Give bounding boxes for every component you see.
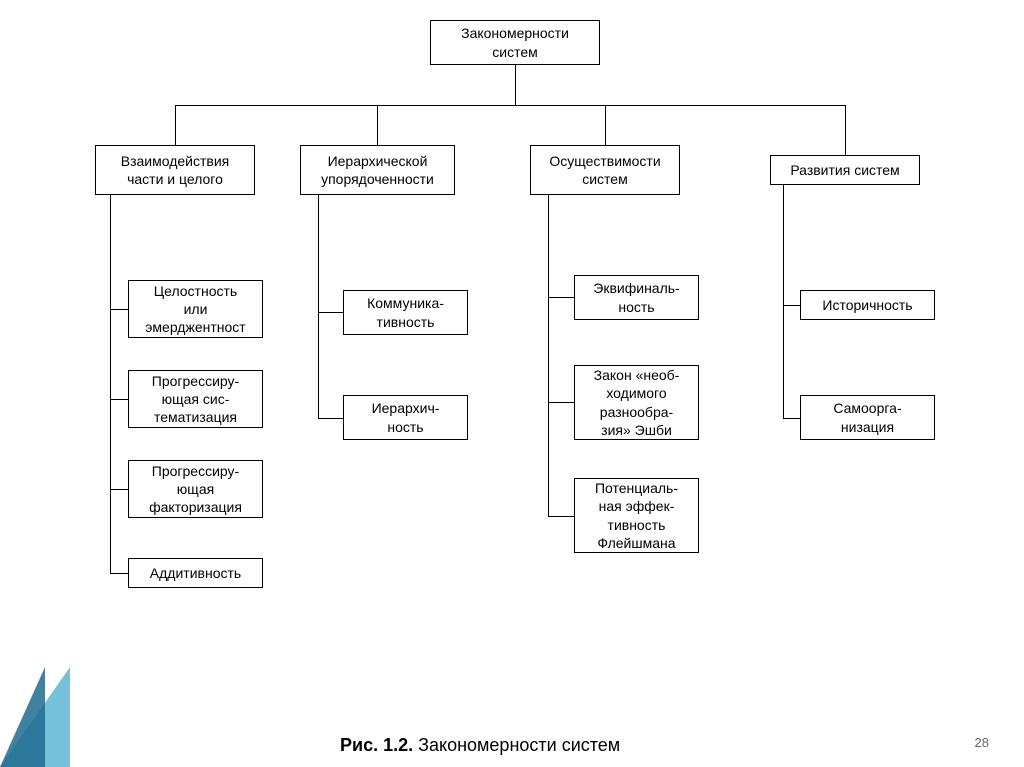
connector [548,516,574,517]
leaf-node: Целостностьилиэмерджентност [128,280,263,338]
connector [175,105,845,106]
branch-label: Развития систем [790,161,899,179]
leaf-node: Иерархич-ность [343,395,468,440]
leaf-label: Аддитивность [150,564,241,582]
figure-caption: Рис. 1.2. Закономерности систем [340,735,620,756]
leaf-label: Прогрессиру-ющая сис-тематизация [152,372,239,427]
branch-label: Иерархическойупорядоченности [321,152,434,188]
root-node: Закономерностисистем [430,20,600,65]
connector [845,105,846,155]
connector [110,309,128,310]
branch-node: Иерархическойупорядоченности [300,145,455,195]
leaf-node: Коммуника-тивность [343,290,468,335]
leaf-label: Прогрессиру-ющаяфакторизация [149,462,242,517]
leaf-node: Историчность [800,290,935,320]
connector [110,573,128,574]
decoration-triangle-icon [0,667,45,767]
connector [110,195,111,573]
caption-prefix: Рис. 1.2. [340,735,413,755]
leaf-node: Закон «необ-ходимогоразнообра-зия» Эшби [574,365,699,440]
leaf-label: Потенциаль-ная эффек-тивностьФлейшмана [595,479,678,552]
connector [175,105,176,145]
branch-node: Осуществимостисистем [530,145,680,195]
connector [318,312,343,313]
branch-label: Взаимодействиячасти и целого [121,152,230,188]
branch-node: Взаимодействиячасти и целого [95,145,255,195]
connector [548,195,549,516]
connector [110,399,128,400]
connector [377,105,378,145]
connector [548,297,574,298]
connector [515,65,516,105]
connector [110,489,128,490]
leaf-node: Самоорга-низация [800,395,935,440]
connector [783,185,784,418]
leaf-label: Эквифиналь-ность [593,279,679,315]
connector [783,305,800,306]
leaf-label: Закон «необ-ходимогоразнообра-зия» Эшби [594,366,680,439]
leaf-label: Целостностьилиэмерджентност [145,282,245,337]
root-label: Закономерностисистем [461,24,569,60]
leaf-label: Самоорга-низация [833,399,901,435]
leaf-node: Потенциаль-ная эффек-тивностьФлейшмана [574,478,699,553]
connector [548,402,574,403]
caption-text: Закономерности систем [418,735,620,755]
leaf-label: Коммуника-тивность [367,294,444,330]
connector [783,418,800,419]
leaf-node: Прогрессиру-ющая сис-тематизация [128,370,263,428]
leaf-label: Историчность [822,296,912,314]
leaf-node: Прогрессиру-ющаяфакторизация [128,460,263,518]
leaf-label: Иерархич-ность [372,399,440,435]
branch-label: Осуществимостисистем [549,152,660,188]
connector [318,195,319,418]
leaf-node: Аддитивность [128,558,263,588]
branch-node: Развития систем [770,155,920,185]
connector [318,418,343,419]
connector [605,105,606,145]
leaf-node: Эквифиналь-ность [574,275,699,320]
page-number: 28 [975,735,989,750]
